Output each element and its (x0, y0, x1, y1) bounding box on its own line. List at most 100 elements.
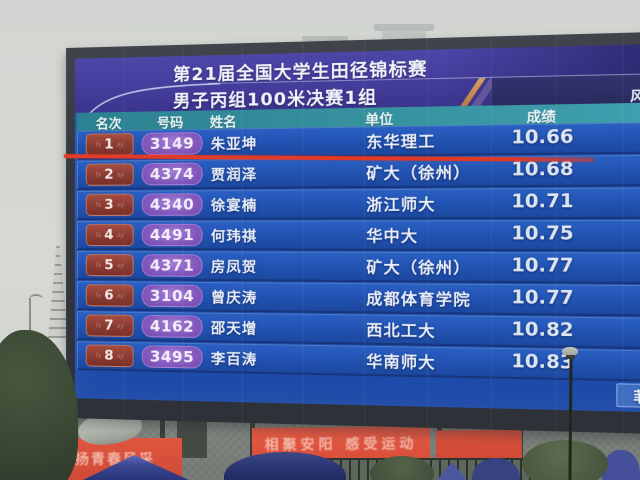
athlete-name: 朱亚坤 (210, 136, 258, 154)
athlete-name: 房凤贺 (210, 259, 258, 277)
badge-watermark: fa (95, 231, 102, 239)
team-name: 华中大 (366, 226, 419, 246)
swoosh-line (81, 82, 222, 117)
badge-watermark: ay (116, 322, 124, 330)
result-time: 10.82 (511, 319, 574, 342)
blue-tent-right (602, 450, 640, 480)
header-band (74, 39, 640, 113)
rank-value: 6 (104, 287, 114, 304)
rooftop-silhouette (302, 36, 348, 41)
result-time: 10.77 (511, 287, 574, 310)
wind-speed-label: 风速: -0.6 m/ (630, 86, 640, 105)
badge-watermark: fa (95, 321, 102, 329)
sponsor-badge: 菲普莱体育 (616, 383, 640, 410)
bib-badge: 3104 (141, 284, 203, 308)
badge-watermark: ay (116, 170, 124, 179)
table-header: 名次 号码 姓名 单位 成绩 备注 (76, 99, 640, 133)
gold-diagonal-stripe (460, 77, 486, 107)
rank-value: 4 (104, 226, 114, 244)
result-time: 10.66 (511, 126, 574, 149)
team-name: 东华理工 (366, 131, 436, 152)
bib-badge: 4374 (141, 162, 203, 186)
result-time: 10.68 (511, 158, 574, 181)
header-band-shade (442, 39, 640, 107)
rank-badge: fa 6 ay (85, 284, 134, 307)
column-header-team: 单位 (365, 112, 394, 129)
bush (522, 440, 608, 480)
bib-badge: 4491 (141, 223, 203, 247)
rank-value: 1 (104, 136, 114, 153)
bib-badge: 4371 (141, 254, 203, 277)
rank-value: 3 (104, 196, 114, 213)
blue-tent-small (472, 458, 520, 480)
purple-diagonal-stripe (471, 77, 500, 106)
badge-watermark: fa (95, 352, 102, 360)
column-header-name: 姓名 (209, 115, 237, 131)
result-time: 10.77 (511, 255, 574, 278)
team-name: 矿大（徐州） (366, 163, 471, 183)
bush (370, 456, 434, 480)
athlete-name: 徐宴楠 (210, 198, 258, 215)
athlete-name: 李百涛 (210, 351, 258, 369)
athlete-name: 曾庆涛 (210, 290, 258, 308)
result-row-4: fa 4 ay 4491 何玮祺 华中大 10.75 (76, 219, 640, 252)
rank-badge: fa 2 ay (85, 163, 134, 186)
rank-badge: fa 5 ay (85, 254, 134, 277)
column-header-rank: 名次 (95, 117, 122, 133)
rank-badge: fa 7 ay (85, 314, 134, 338)
badge-watermark: fa (95, 141, 102, 149)
result-row-3: fa 3 ay 4340 徐宴楠 浙江师大 10.71 (76, 186, 640, 220)
rank-badge: fa 8 ay (85, 344, 134, 368)
camera-head (562, 347, 578, 356)
badge-watermark: ay (116, 140, 124, 148)
race-subtitle: 男子丙组100米决赛1组 (173, 87, 378, 113)
team-name: 矿大（徐州） (366, 258, 471, 278)
team-name: 浙江师大 (366, 195, 436, 215)
bib-badge: 4162 (141, 314, 203, 339)
header-divider-line (207, 69, 640, 84)
telecom-tower (48, 246, 68, 338)
rank-value: 7 (104, 317, 114, 334)
column-header-result: 成绩 (526, 109, 556, 127)
bib-badge: 3495 (141, 345, 203, 369)
badge-watermark: fa (95, 261, 102, 269)
result-row-8: fa 8 ay 3495 李百涛 华南师大 10.83 (76, 341, 640, 386)
rank-badge: fa 3 ay (85, 193, 134, 216)
result-time: 10.75 (511, 223, 574, 245)
bib-badge: 4340 (141, 193, 203, 216)
badge-watermark: ay (116, 291, 124, 300)
team-name: 西北工大 (366, 320, 436, 341)
badge-watermark: ay (116, 231, 124, 239)
athlete-name: 何玮祺 (210, 228, 258, 246)
led-scoreboard: 第21届全国大学生田径锦标赛 男子丙组100米决赛1组 Fa rplay 菲普莱… (66, 27, 640, 439)
rank-value: 8 (104, 347, 114, 364)
badge-watermark: ay (116, 261, 124, 269)
wind-panel (491, 70, 640, 106)
badge-watermark: fa (95, 291, 102, 299)
result-row-5: fa 5 ay 4371 房凤贺 矿大（徐州） 10.77 (76, 251, 640, 286)
badge-watermark: fa (95, 201, 102, 209)
column-header-bib: 号码 (156, 116, 184, 132)
athlete-name: 贾润泽 (210, 167, 258, 184)
rank-value: 2 (104, 166, 114, 183)
result-time: 10.83 (511, 351, 574, 374)
rank-value: 5 (104, 257, 114, 274)
street-lamp-pole (29, 298, 31, 338)
street-lamp (29, 294, 43, 304)
rooftop-silhouette (374, 24, 434, 31)
scoreboard-display: 第21届全国大学生田径锦标赛 男子丙组100米决赛1组 Fa rplay 菲普莱… (74, 39, 640, 417)
athlete-name: 邵天增 (210, 320, 258, 338)
rank-badge: fa 4 ay (85, 223, 134, 247)
team-name: 成都体育学院 (366, 289, 471, 310)
camera-mount (566, 355, 575, 359)
badge-watermark: fa (95, 171, 102, 179)
rank-badge: fa 1 ay (85, 133, 134, 156)
badge-watermark: ay (116, 201, 124, 209)
badge-watermark: ay (116, 352, 124, 360)
team-name: 华南师大 (366, 352, 436, 373)
event-title: 第21届全国大学生田径锦标赛 (173, 59, 428, 86)
result-row-6: fa 6 ay 3104 曾庆涛 成都体育学院 10.77 (76, 281, 640, 319)
result-row-7: fa 7 ay 4162 邵天增 西北工大 10.82 (76, 311, 640, 352)
result-time: 10.71 (511, 191, 574, 213)
